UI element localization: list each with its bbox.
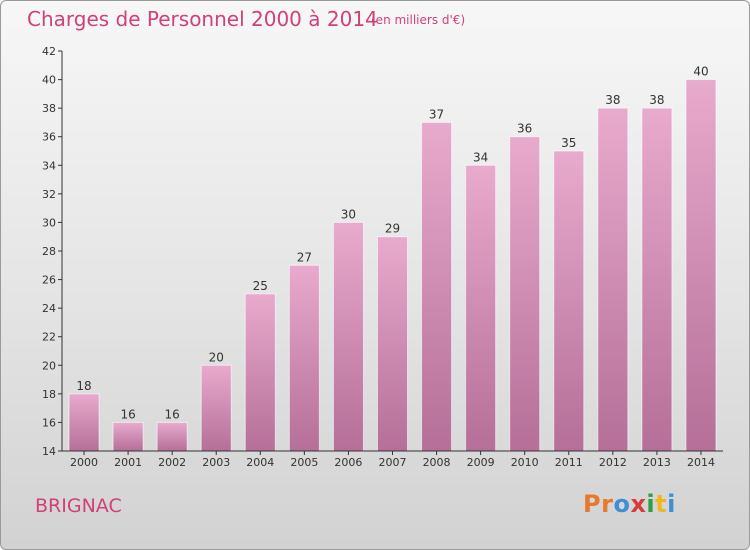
x-tick-label-2000: 2000 <box>70 456 98 469</box>
x-tick-label-2002: 2002 <box>158 456 186 469</box>
value-label-2010: 36 <box>517 122 532 136</box>
y-tick-label: 24 <box>42 302 56 315</box>
x-tick-label-2006: 2006 <box>334 456 362 469</box>
x-tick-label-2009: 2009 <box>467 456 495 469</box>
x-tick-label-2005: 2005 <box>290 456 318 469</box>
value-label-2001: 16 <box>120 407 135 421</box>
bar-2013 <box>641 107 673 452</box>
bar-2000 <box>68 393 100 452</box>
x-tick-label-2001: 2001 <box>114 456 142 469</box>
value-label-2013: 38 <box>649 93 664 107</box>
chart-title: Charges de Personnel 2000 à 2014 <box>27 7 378 31</box>
logo-letter: i <box>646 490 656 518</box>
x-tick-label-2013: 2013 <box>643 456 671 469</box>
y-tick-label: 26 <box>42 274 56 287</box>
y-tick-label: 36 <box>42 131 56 144</box>
value-label-2003: 20 <box>209 350 224 364</box>
x-tick-label-2011: 2011 <box>555 456 583 469</box>
y-tick-label: 40 <box>42 74 56 87</box>
bar-2006 <box>332 221 364 452</box>
logo-letter: P <box>583 490 602 518</box>
x-tick-label-2003: 2003 <box>202 456 230 469</box>
logo-letter: o <box>613 490 631 518</box>
x-tick-label-2012: 2012 <box>599 456 627 469</box>
value-label-2012: 38 <box>605 93 620 107</box>
x-tick-label-2014: 2014 <box>687 456 715 469</box>
logo-letter: i <box>667 490 676 518</box>
x-tick-label-2007: 2007 <box>379 456 407 469</box>
logo-letter: t <box>655 490 668 518</box>
bar-2003 <box>200 364 232 452</box>
proxiti-logo: Proxiti <box>583 490 676 518</box>
bar-2002 <box>156 421 188 452</box>
bar-2010 <box>509 136 541 452</box>
town-name: BRIGNAC <box>35 495 122 517</box>
y-tick-label: 30 <box>42 216 56 229</box>
logo-letter: r <box>601 490 614 518</box>
value-label-2009: 34 <box>473 150 488 164</box>
bar-2005 <box>288 264 320 452</box>
bar-2008 <box>421 121 453 452</box>
y-tick-label: 18 <box>42 388 56 401</box>
value-label-2007: 29 <box>385 222 400 236</box>
value-label-2000: 18 <box>76 379 91 393</box>
bar-2011 <box>553 150 585 452</box>
value-label-2004: 25 <box>253 279 268 293</box>
logo-letter: x <box>630 490 647 518</box>
y-tick-label: 22 <box>42 331 56 344</box>
bar-2014 <box>685 79 717 452</box>
value-label-2005: 27 <box>297 250 312 264</box>
value-label-2011: 35 <box>561 136 576 150</box>
bar-2001 <box>112 421 144 452</box>
value-label-2008: 37 <box>429 107 444 121</box>
y-tick-label: 38 <box>42 102 56 115</box>
y-tick-label: 16 <box>42 416 56 429</box>
value-label-2006: 30 <box>341 207 356 221</box>
y-tick-label: 34 <box>42 159 56 172</box>
bar-2009 <box>465 164 497 452</box>
bar-2007 <box>377 236 408 452</box>
bar-2012 <box>597 107 629 452</box>
value-label-2014: 40 <box>693 65 708 79</box>
y-tick-label: 14 <box>42 445 56 458</box>
y-tick-label: 28 <box>42 245 56 258</box>
y-tick-label: 32 <box>42 188 56 201</box>
y-tick-label: 20 <box>42 359 56 372</box>
y-tick-label: 42 <box>42 45 56 58</box>
x-tick-label-2004: 2004 <box>246 456 274 469</box>
value-label-2002: 16 <box>165 407 180 421</box>
chart-subtitle: (en milliers d'€) <box>371 13 466 27</box>
bar-2004 <box>244 293 276 452</box>
x-tick-label-2010: 2010 <box>511 456 539 469</box>
x-tick-label-2008: 2008 <box>423 456 451 469</box>
